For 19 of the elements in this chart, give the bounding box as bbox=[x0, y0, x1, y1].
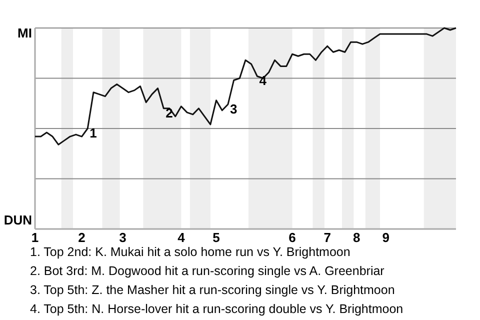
x-tick-label: 4 bbox=[178, 230, 186, 245]
text: MI bbox=[18, 25, 32, 40]
x-tick-label: 8 bbox=[352, 230, 360, 245]
x-tick-label: 9 bbox=[382, 230, 390, 245]
text: DUN bbox=[4, 212, 32, 228]
x-tick-label: 3 bbox=[119, 230, 126, 245]
annotation: 3 bbox=[230, 101, 238, 116]
text: 2. Bot 3rd: M. Dogwood hit a run-scoring single vs A. Greenbriar bbox=[30, 264, 384, 278]
x-tick-label: 5 bbox=[212, 230, 220, 245]
annotation: 2 bbox=[166, 105, 173, 120]
text: 3. Top 5th: Z. the Masher hit a run-scoring single vs Y. Brightmoon bbox=[30, 283, 395, 297]
x-tick-label: 1 bbox=[31, 230, 39, 245]
x-tick-label: 6 bbox=[288, 230, 296, 245]
x-tick-label: 2 bbox=[78, 230, 86, 245]
annotation: 4 bbox=[259, 73, 268, 88]
text: 1. Top 2nd: K. Mukai hit a solo home run vs Y. Brightmoon bbox=[30, 245, 350, 259]
text: 4. Top 5th: N. Horse-lover hit a run-scoring double vs Y. Brightmoon bbox=[30, 302, 404, 316]
x-tick-label: 7 bbox=[324, 230, 331, 245]
annotation: 1 bbox=[90, 126, 97, 140]
